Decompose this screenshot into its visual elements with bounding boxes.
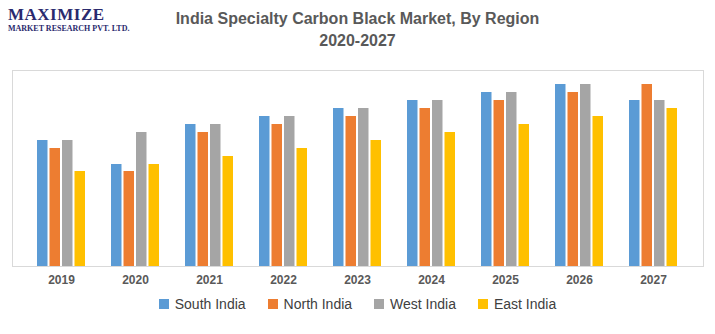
svg-text:2019: 2019 [48,273,75,287]
svg-text:2020: 2020 [122,273,149,287]
html-text:East India: East India [494,296,557,312]
svg-text:2025: 2025 [492,273,519,287]
svg-text:2022: 2022 [270,273,297,287]
svg-text:2027: 2027 [640,273,667,287]
svg-text:2026: 2026 [566,273,593,287]
svg-text:2023: 2023 [344,273,371,287]
html-text:North India: North India [283,296,353,312]
svg-text:2024: 2024 [418,273,445,287]
html-text:MAXIMIZE: MAXIMIZE [8,5,105,24]
html-text:South India: South India [174,296,246,312]
svg-text:2021: 2021 [196,273,223,287]
html-text:2020-2027: 2020-2027 [319,32,396,49]
html-text:West India: West India [390,296,456,312]
html-text:India Specialty Carbon Black M: India Specialty Carbon Black Market, By … [175,10,540,27]
html-text:MARKET RESEARCH PVT. LTD.: MARKET RESEARCH PVT. LTD. [8,23,130,33]
